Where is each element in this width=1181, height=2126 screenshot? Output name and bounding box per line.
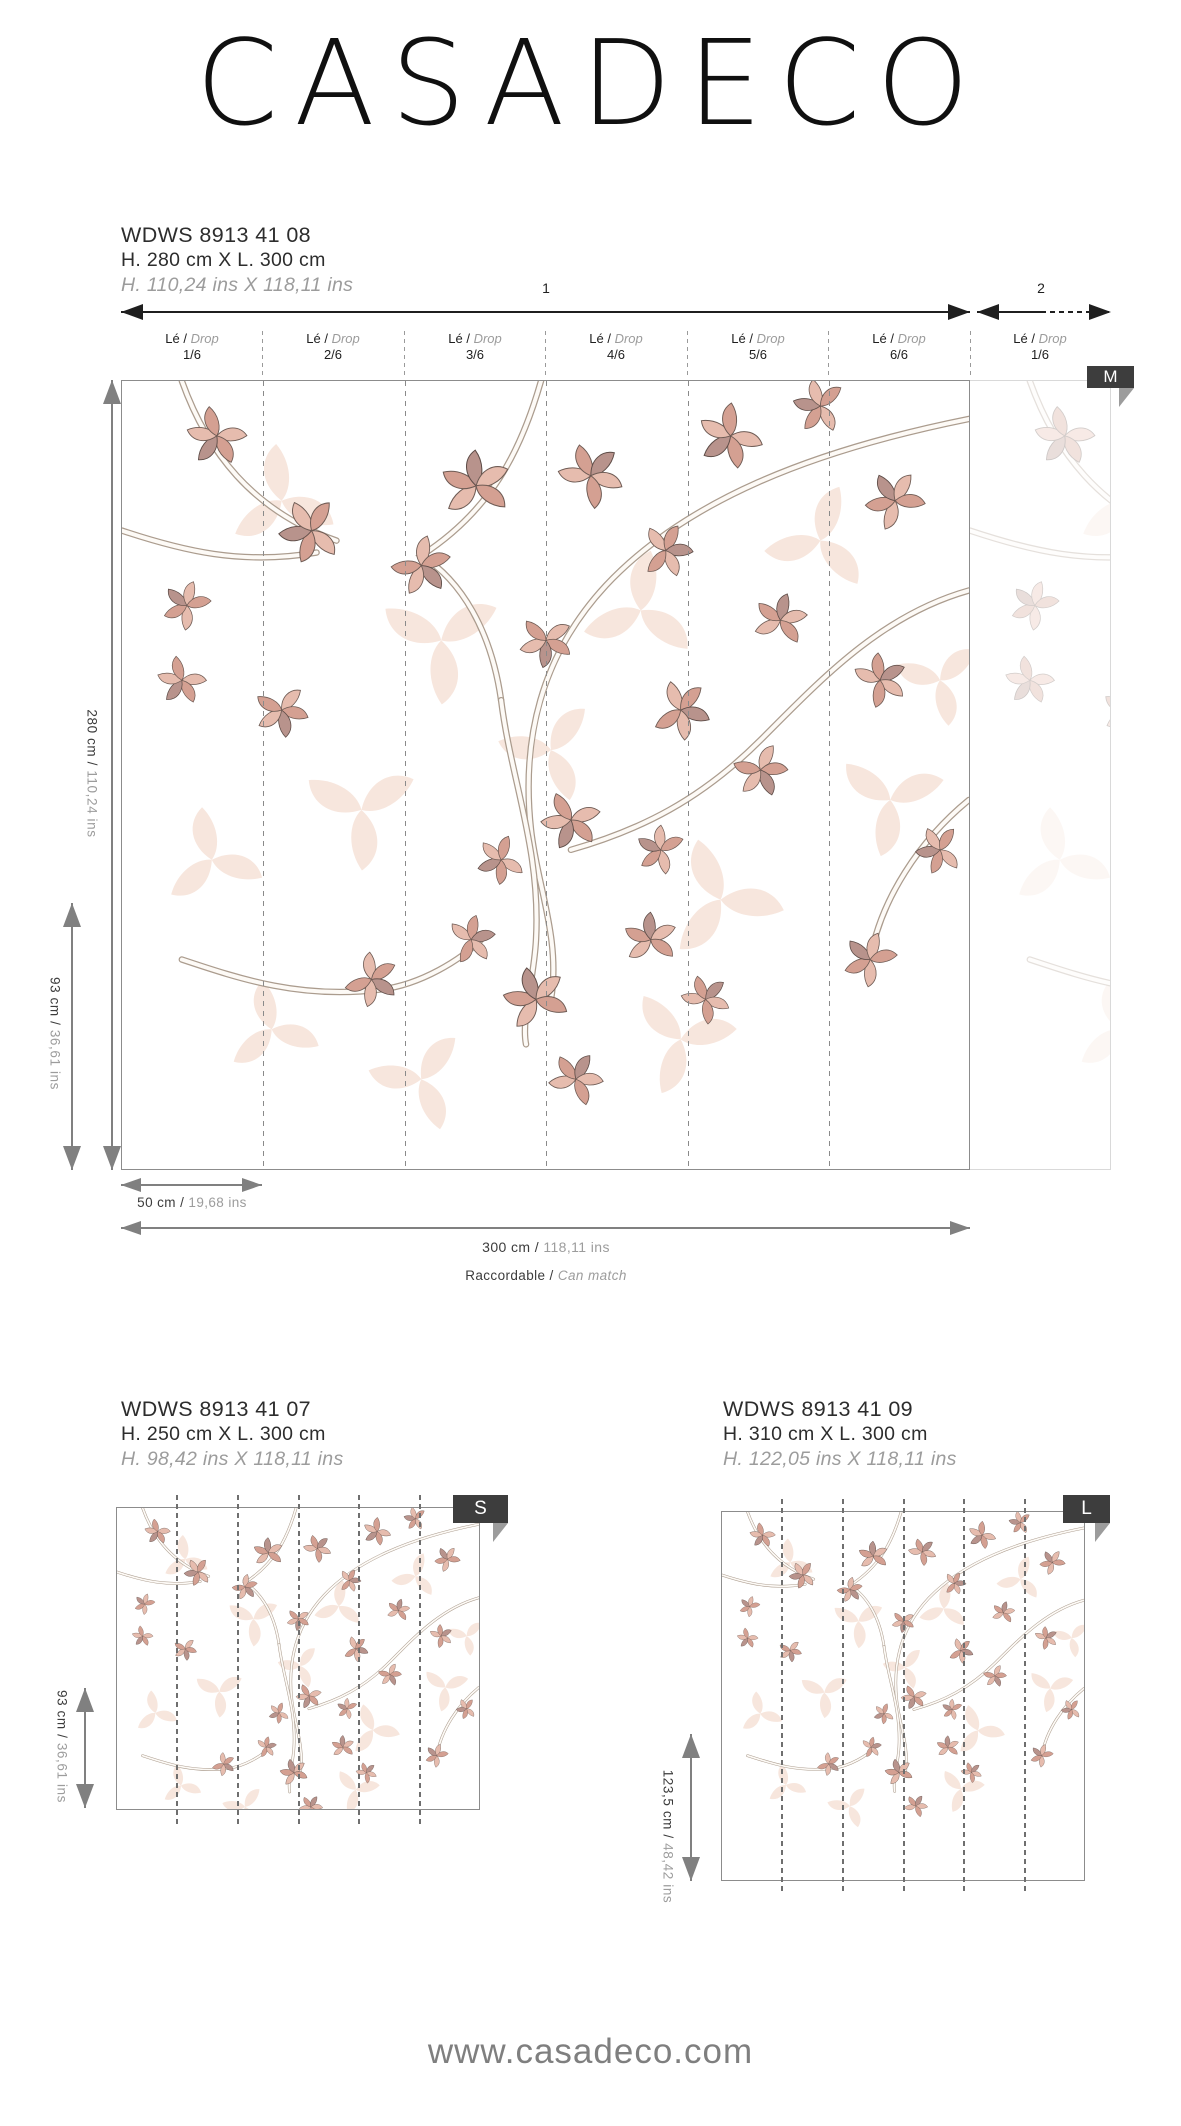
product-code-m: WDWS 8913 41 08 [121, 223, 312, 247]
dim-label-50cm: 50 cm / 19,68 ins [137, 1195, 247, 1210]
drop-label-6: Lé / Drop 6/6 [872, 331, 926, 362]
drop-line [263, 381, 264, 1169]
product-size-ins-m: H. 110,24 ins X 118,11 ins [121, 274, 354, 296]
drop-line [903, 1499, 905, 1895]
drop-label-7: Lé / Drop 1/6 [1013, 331, 1067, 362]
mural-l [721, 1499, 1085, 1895]
dim-label-93cm-s: 93 cm / 36,61 ins [54, 1689, 70, 1804]
dim-arrow-123cm-l [682, 1734, 700, 1881]
brand-logo: CASADECO [195, 14, 986, 152]
drop-label-4: Lé / Drop 4/6 [589, 331, 643, 362]
badge-flag-l [1095, 1523, 1110, 1542]
segment-1-arrow [121, 304, 970, 320]
drop-label-5: Lé / Drop 5/6 [731, 331, 785, 362]
badge-flag-s [493, 1523, 508, 1542]
website-url: www.casadeco.com [427, 2032, 754, 2071]
mural-m [121, 380, 970, 1170]
segment-1-label: 1 [542, 280, 550, 296]
product-size-ins-l: H. 122,05 ins X 118,11 ins [723, 1448, 957, 1470]
repeat-drop-artwork [970, 381, 1110, 1169]
product-block-m: WDWS 8913 41 08 H. 280 cm X L. 300 cm H.… [121, 222, 353, 298]
dim-label-280cm: 280 cm / 110,24 ins [84, 709, 100, 838]
drop-line [237, 1495, 239, 1824]
drop-label-1: Lé / Drop 1/6 [165, 331, 219, 362]
dim-arrow-93cm-s [76, 1688, 94, 1808]
drop-label-2: Lé / Drop 2/6 [306, 331, 360, 362]
product-size-cm-l: H. 310 cm X L. 300 cm [723, 1423, 928, 1445]
mural-m-repeat-drop [970, 380, 1111, 1170]
product-block-l: WDWS 8913 41 09 H. 310 cm X L. 300 cm H.… [723, 1396, 957, 1472]
dim-label-300cm: 300 cm / 118,11 ins [482, 1239, 610, 1255]
segment-2-label: 2 [1037, 280, 1045, 296]
product-size-ins-s: H. 98,42 ins X 118,11 ins [121, 1448, 344, 1470]
size-badge-s: S [453, 1495, 508, 1523]
product-size-cm-m: H. 280 cm X L. 300 cm [121, 249, 326, 271]
drop-line [829, 381, 830, 1169]
product-code-s: WDWS 8913 41 07 [121, 1397, 312, 1421]
mural-s [116, 1495, 480, 1824]
product-code-l: WDWS 8913 41 09 [723, 1397, 914, 1421]
size-badge-m: M [1087, 366, 1134, 388]
drop-line [358, 1495, 360, 1824]
drop-separator [970, 331, 971, 377]
dim-label-93cm-m: 93 cm / 36,61 ins [47, 976, 63, 1091]
drop-separator [545, 331, 546, 377]
drop-separator [404, 331, 405, 377]
dim-arrow-93cm-m [63, 903, 81, 1170]
size-badge-l: L [1063, 1495, 1110, 1523]
drop-label-3: Lé / Drop 3/6 [448, 331, 502, 362]
drop-line [963, 1499, 965, 1895]
match-note: Raccordable / Can match [465, 1268, 627, 1283]
drop-separator [262, 331, 263, 377]
drop-separator [687, 331, 688, 377]
dim-arrow-300cm [121, 1221, 970, 1235]
drop-line [298, 1495, 300, 1824]
drop-line [546, 381, 547, 1169]
drop-line [405, 381, 406, 1169]
drop-line [781, 1499, 783, 1895]
drop-separator [828, 331, 829, 377]
drop-line [688, 381, 689, 1169]
product-size-cm-s: H. 250 cm X L. 300 cm [121, 1423, 326, 1445]
badge-flag-m [1119, 388, 1134, 407]
dim-arrow-50cm [121, 1178, 262, 1192]
dim-arrow-280cm [103, 380, 121, 1170]
product-block-s: WDWS 8913 41 07 H. 250 cm X L. 300 cm H.… [121, 1396, 344, 1472]
drop-line [1024, 1499, 1026, 1895]
dim-label-123cm-l: 123,5 cm / 48,42 ins [660, 1769, 676, 1904]
drop-line [419, 1495, 421, 1824]
drop-line [842, 1499, 844, 1895]
drop-line [176, 1495, 178, 1824]
